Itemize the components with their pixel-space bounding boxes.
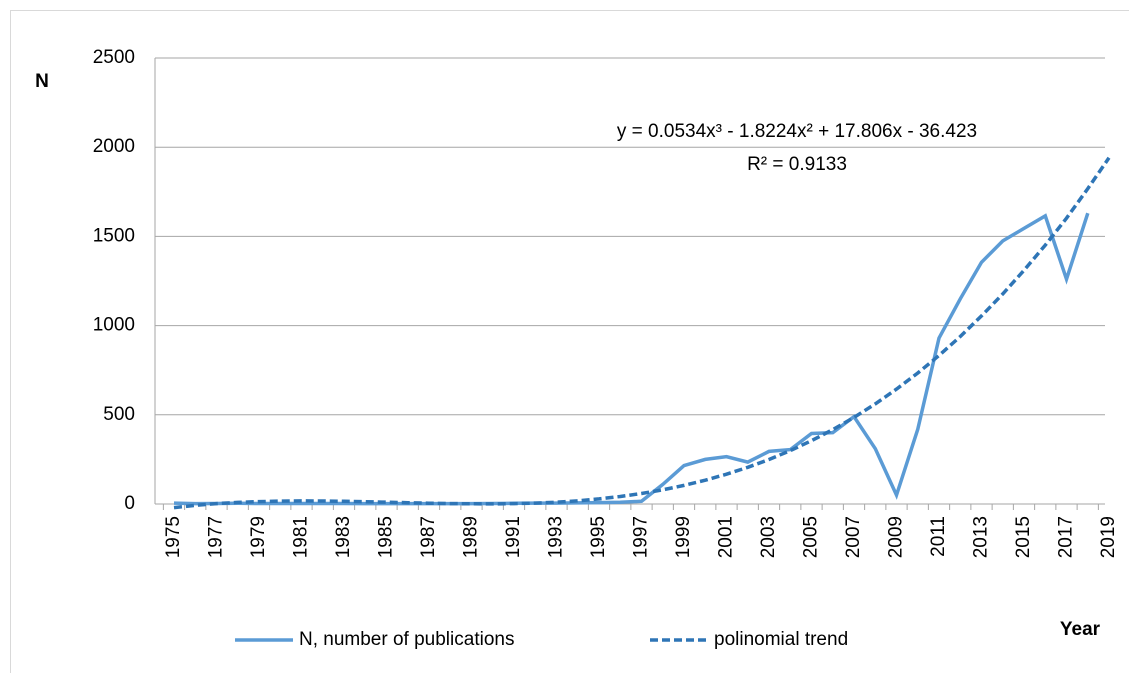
x-tick-label: 1975 (163, 516, 184, 558)
chart-border (10, 10, 1129, 673)
x-tick-label: 1999 (673, 516, 694, 558)
annotation: R² = 0.9133 (747, 154, 847, 175)
y-tick-label: 2000 (93, 136, 135, 157)
x-tick-label: 1985 (376, 516, 397, 558)
series-line (173, 156, 1111, 510)
x-tick-label: 1979 (248, 516, 269, 558)
x-tick-label: 1977 (206, 516, 227, 558)
x-tick-label: 1997 (631, 516, 652, 558)
x-tick-label: 1993 (546, 516, 567, 558)
y-tick-label: 500 (103, 404, 135, 425)
x-axis-label: Year (1060, 619, 1101, 640)
y-tick-label: 1500 (93, 225, 135, 246)
annotation: y = 0.0534x³ - 1.8224x² + 17.806x - 36.4… (617, 121, 977, 142)
x-tick-label: 2009 (886, 516, 907, 558)
x-tick-label: 1989 (461, 516, 482, 558)
y-tick-label: 1000 (93, 315, 135, 336)
x-tick-label: 1987 (418, 516, 439, 558)
x-tick-label: 1991 (503, 516, 524, 558)
x-tick-label: 2015 (1013, 516, 1034, 558)
legend-label: N, number of publications (299, 629, 514, 650)
x-tick-label: 1983 (333, 516, 354, 558)
series-line (173, 212, 1090, 506)
y-tick-label: 2500 (93, 47, 135, 68)
x-tick-label: 2005 (801, 516, 822, 558)
x-tick-label: 2019 (1098, 516, 1119, 558)
x-tick-label: 2013 (971, 516, 992, 558)
x-tick-label: 1995 (588, 516, 609, 558)
x-tick-label: 1981 (291, 516, 312, 558)
legend-label: polinomial trend (714, 629, 848, 650)
x-tick-label: 2001 (716, 516, 737, 558)
x-tick-label: 2003 (758, 516, 779, 558)
x-tick-label: 2017 (1056, 516, 1077, 558)
x-tick-label: 2011 (928, 516, 949, 557)
y-axis-label: N (35, 71, 49, 92)
x-tick-label: 2007 (843, 516, 864, 558)
y-tick-label: 0 (124, 493, 135, 514)
